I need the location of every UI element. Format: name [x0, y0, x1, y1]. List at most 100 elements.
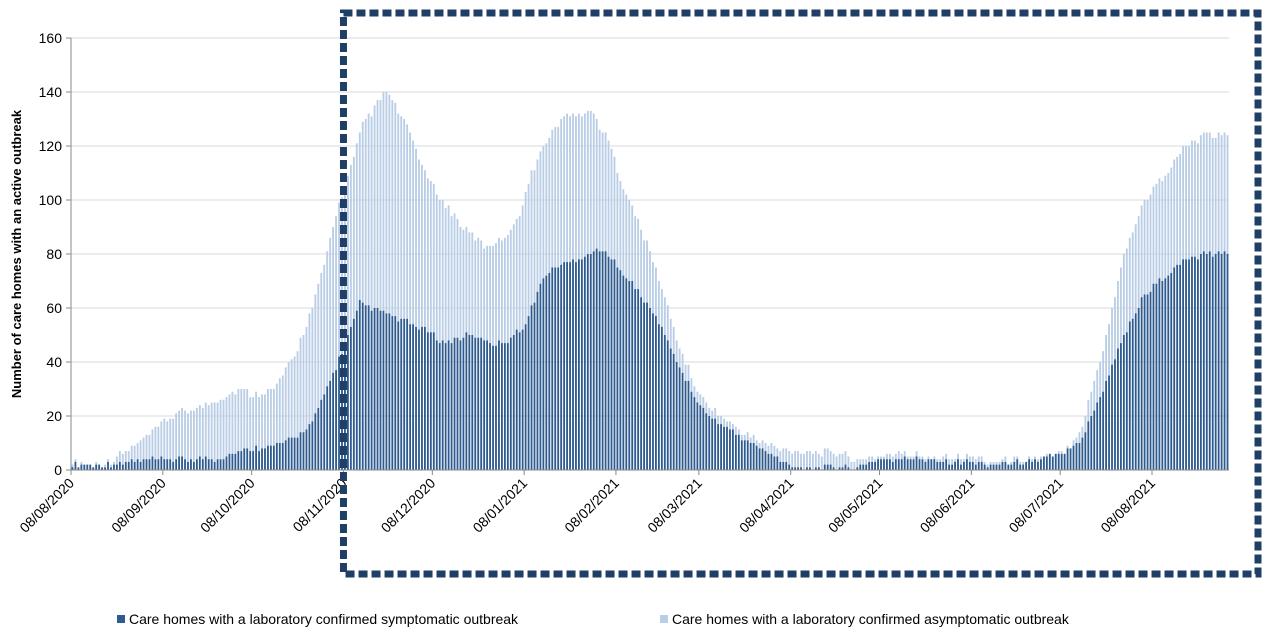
bar-asymptomatic	[655, 267, 657, 317]
bar-asymptomatic	[400, 116, 403, 319]
bar-asymptomatic	[720, 416, 722, 425]
bar-asymptomatic	[195, 407, 198, 460]
bar-asymptomatic	[533, 170, 536, 303]
bar-symptomatic	[284, 440, 287, 470]
bar-symptomatic	[492, 345, 494, 470]
bar-symptomatic	[634, 289, 637, 470]
bar-asymptomatic	[924, 459, 927, 462]
bar-asymptomatic	[157, 426, 160, 460]
x-tick-label: 08/07/2021	[1005, 475, 1066, 536]
bar-asymptomatic	[595, 119, 598, 249]
bar-asymptomatic	[113, 461, 115, 465]
bar-symptomatic	[826, 464, 829, 470]
bar-asymptomatic	[453, 213, 456, 338]
bar-asymptomatic	[714, 407, 717, 419]
bar-asymptomatic	[820, 456, 823, 470]
bar-asymptomatic	[557, 127, 560, 268]
bar-symptomatic	[178, 456, 181, 470]
bar-asymptomatic	[580, 116, 583, 260]
bar-asymptomatic	[462, 229, 465, 338]
bar-symptomatic	[729, 429, 731, 470]
bar-asymptomatic	[589, 110, 592, 255]
bar-symptomatic	[1196, 259, 1199, 470]
bar-symptomatic	[971, 461, 974, 470]
bar-asymptomatic	[121, 453, 124, 465]
bar-symptomatic	[299, 432, 302, 470]
bar-asymptomatic	[1084, 416, 1087, 433]
bar-symptomatic	[930, 459, 933, 470]
bar-asymptomatic	[823, 448, 826, 465]
bar-asymptomatic	[1128, 237, 1131, 322]
bar-asymptomatic	[539, 151, 542, 284]
y-tick-label: 140	[39, 84, 63, 100]
bar-symptomatic	[385, 313, 388, 470]
bar-symptomatic	[903, 456, 906, 470]
bar-symptomatic	[1226, 254, 1229, 470]
bar-asymptomatic	[1131, 232, 1134, 319]
bar-asymptomatic	[560, 119, 563, 265]
bar-symptomatic	[1010, 464, 1013, 470]
bar-asymptomatic	[598, 129, 601, 252]
bar-asymptomatic	[963, 459, 965, 462]
bar-symptomatic	[145, 459, 148, 470]
bar-asymptomatic	[190, 410, 192, 460]
bar-asymptomatic	[1226, 135, 1229, 254]
bar-symptomatic	[181, 456, 183, 470]
bar-symptomatic	[1211, 256, 1214, 470]
bar-asymptomatic	[1108, 324, 1110, 376]
bar-asymptomatic	[376, 100, 379, 308]
bar-asymptomatic	[512, 224, 515, 335]
bar-symptomatic	[80, 464, 83, 470]
bar-symptomatic	[841, 467, 844, 470]
bar-symptomatic	[963, 461, 965, 470]
bar-symptomatic	[945, 459, 948, 470]
bar-symptomatic	[175, 459, 178, 470]
bar-asymptomatic	[862, 459, 865, 465]
x-tick-label: 08/03/2021	[644, 475, 705, 536]
bar-asymptomatic	[909, 456, 912, 460]
bar-symptomatic	[832, 467, 835, 470]
bar-asymptomatic	[809, 451, 811, 468]
bar-asymptomatic	[284, 367, 287, 441]
bar-symptomatic	[696, 402, 699, 470]
bar-symptomatic	[320, 399, 323, 470]
bar-symptomatic	[868, 461, 871, 470]
bar-asymptomatic	[104, 464, 106, 468]
bar-symptomatic	[1016, 459, 1019, 470]
bar-asymptomatic	[127, 451, 130, 462]
bar-symptomatic	[1040, 459, 1042, 470]
bar-asymptomatic	[601, 132, 604, 252]
bar-asymptomatic	[355, 143, 358, 311]
bar-symptomatic	[610, 259, 613, 470]
bar-asymptomatic	[187, 413, 189, 462]
bar-symptomatic	[578, 259, 580, 470]
bar-symptomatic	[252, 451, 255, 470]
bar-asymptomatic	[258, 397, 260, 452]
bar-symptomatic	[355, 310, 358, 470]
bar-symptomatic	[198, 456, 201, 470]
bar-symptomatic	[912, 459, 915, 470]
bar-symptomatic	[915, 456, 918, 470]
bar-symptomatic	[480, 337, 483, 470]
bar-symptomatic	[524, 324, 527, 470]
bar-symptomatic	[1164, 278, 1167, 470]
bar-symptomatic	[104, 467, 106, 470]
bar-symptomatic	[240, 451, 243, 470]
bar-asymptomatic	[213, 402, 216, 462]
bar-symptomatic	[646, 302, 648, 470]
bar-asymptomatic	[329, 237, 332, 381]
bar-symptomatic	[1185, 259, 1187, 470]
bar-asymptomatic	[995, 461, 998, 465]
bar-symptomatic	[77, 467, 80, 470]
bar-asymptomatic	[897, 451, 900, 460]
bar-symptomatic	[435, 340, 438, 470]
bar-symptomatic	[583, 256, 586, 470]
bar-symptomatic	[489, 343, 491, 470]
y-tick-label: 20	[46, 408, 62, 424]
bar-symptomatic	[207, 459, 210, 470]
x-tick-label: 08/10/2020	[197, 475, 258, 536]
bar-asymptomatic	[717, 416, 720, 425]
bar-asymptomatic	[1217, 132, 1220, 252]
bar-symptomatic	[797, 467, 799, 470]
bar-asymptomatic	[868, 456, 871, 462]
